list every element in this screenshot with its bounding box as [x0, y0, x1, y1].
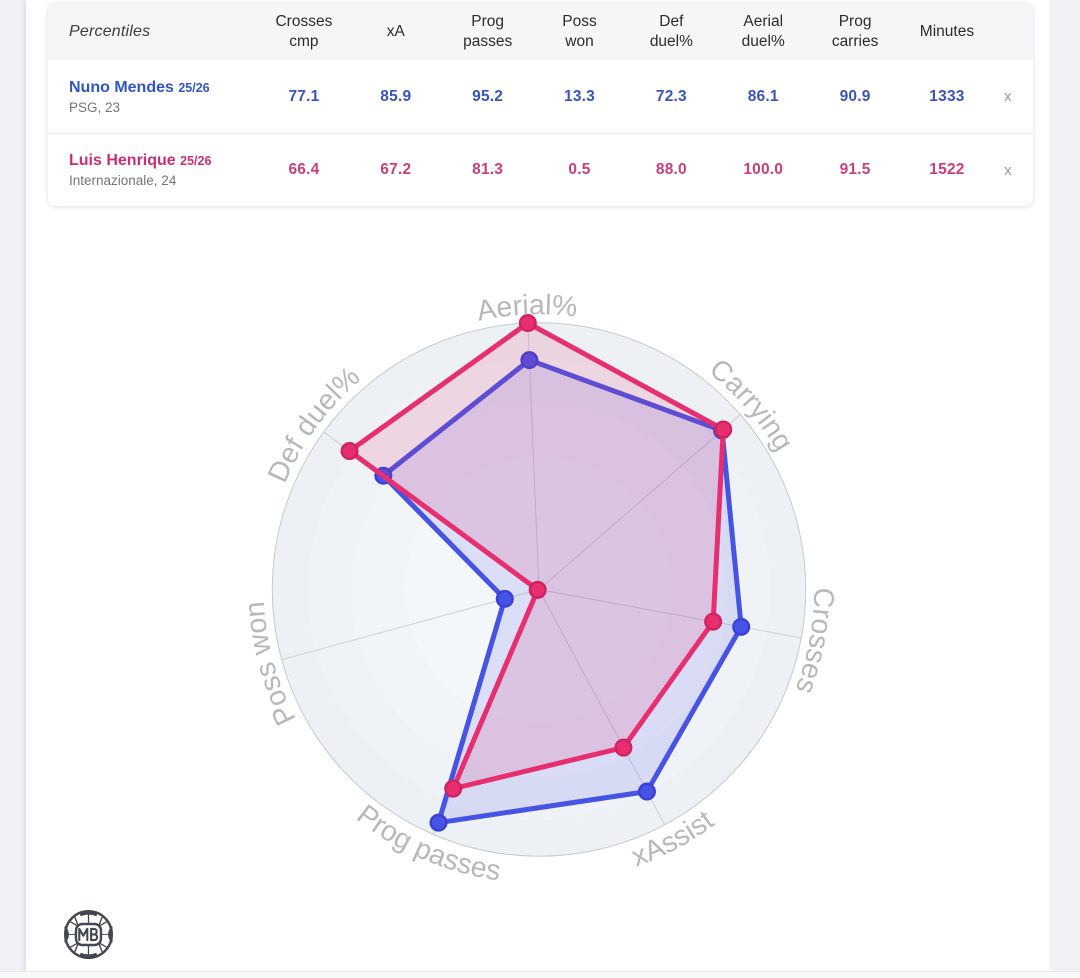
player-name: Nuno Mendes 25/26 — [69, 78, 210, 96]
radar-data-point[interactable] — [714, 420, 733, 439]
radar-data-point[interactable] — [429, 813, 448, 832]
radar-data-point[interactable] — [528, 580, 547, 599]
player-cell[interactable]: Luis Henrique 25/26 Internazionale, 24 — [48, 151, 258, 189]
stat-cell: 81.3 — [472, 161, 504, 178]
datamb-logo[interactable] — [63, 909, 114, 960]
radar-axis-label: Aerial% — [474, 289, 579, 327]
radar-data-point[interactable] — [495, 589, 514, 608]
column-header: Minutes — [919, 22, 975, 40]
table-corner-cell: Percentiles — [48, 23, 258, 41]
stat-cell: 88.0 — [655, 161, 687, 178]
stat-cell: 13.3 — [564, 87, 595, 105]
player-club: Internazionale, 24 — [69, 173, 177, 188]
stat-cell: 90.9 — [839, 87, 871, 105]
column-header: Poss won — [562, 12, 597, 50]
radar-data-point[interactable] — [444, 779, 463, 798]
radar-data-point[interactable] — [340, 441, 359, 460]
footer-strip — [0, 971, 1080, 978]
radar-data-point[interactable] — [732, 617, 751, 636]
stat-cell: 0.5 — [568, 161, 591, 178]
percentiles-label: Percentiles — [69, 22, 151, 40]
logo-text — [90, 927, 99, 942]
column-header: Crosses cmp — [275, 12, 333, 50]
player-club: PSG, 23 — [69, 99, 121, 115]
column-header: Prog carries — [831, 12, 879, 50]
radar-data-point[interactable] — [637, 782, 656, 801]
player-cell[interactable]: Nuno Mendes 25/26 PSG, 23 — [48, 78, 258, 116]
player-row: Nuno Mendes 25/26 PSG, 23 77.1 85.9 95.2… — [48, 60, 1033, 133]
radar-series-polygon — [347, 320, 726, 792]
player-name: Luis Henrique 25/26 — [69, 152, 212, 169]
stat-cell: 1333 — [929, 87, 965, 105]
stat-cell: 91.5 — [839, 161, 871, 178]
column-header: Def duel% — [649, 12, 693, 50]
stat-cell: 86.1 — [747, 87, 779, 105]
remove-player-button[interactable]: x — [994, 163, 1022, 178]
stat-cell: 66.4 — [288, 161, 320, 178]
stat-cell: 67.2 — [380, 161, 412, 178]
player-season: 25/26 — [178, 80, 210, 95]
stat-cell: 95.2 — [472, 87, 504, 105]
remove-player-button[interactable]: x — [994, 89, 1022, 104]
logo-text — [78, 927, 89, 942]
stat-cell: 85.9 — [380, 87, 412, 105]
table-header-row: Percentiles Crosses cmp xA Prog passes P… — [48, 3, 1033, 60]
percentiles-table: Percentiles Crosses cmp xA Prog passes P… — [48, 3, 1033, 206]
right-gutter — [1050, 0, 1080, 978]
column-header: Aerial duel% — [741, 12, 785, 50]
column-header: Prog passes — [463, 12, 513, 50]
remove-icon[interactable]: x — [1004, 161, 1012, 179]
player-row: Luis Henrique 25/26 Internazionale, 24 6… — [48, 133, 1033, 206]
stat-cell: 100.0 — [743, 161, 784, 178]
radar-data-point[interactable] — [520, 351, 539, 370]
radar-data-point[interactable] — [518, 314, 537, 333]
remove-icon[interactable]: x — [1004, 88, 1012, 105]
stat-cell: 1522 — [929, 161, 965, 178]
stat-cell: 77.1 — [288, 87, 320, 105]
radar-axis-spoke — [538, 589, 802, 639]
radar-axis-spoke — [538, 414, 741, 590]
player-season: 25/26 — [180, 154, 212, 168]
radar-data-point[interactable] — [614, 738, 633, 757]
radar-data-point[interactable] — [704, 612, 723, 631]
column-header: xA — [386, 22, 405, 40]
stat-cell: 72.3 — [655, 87, 687, 105]
